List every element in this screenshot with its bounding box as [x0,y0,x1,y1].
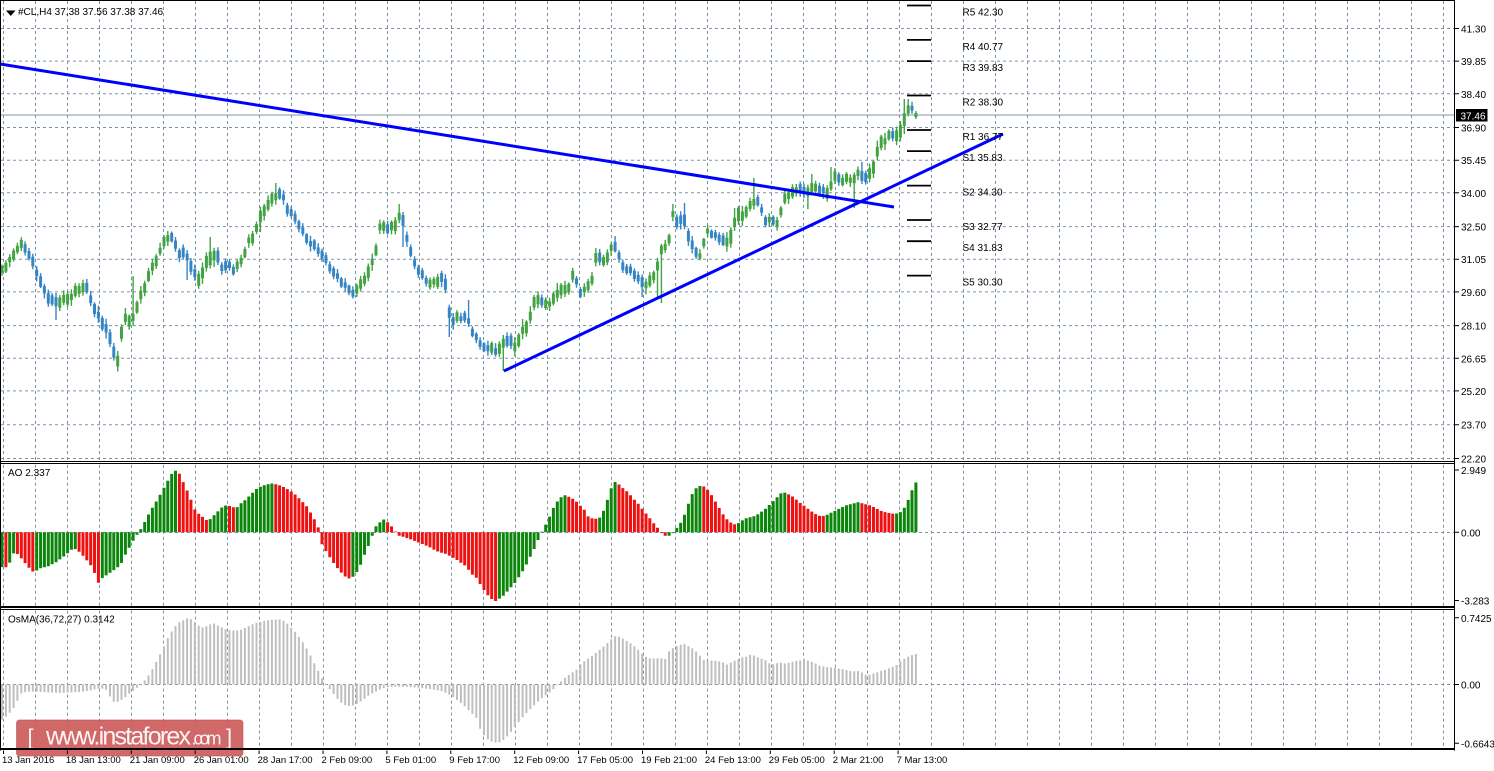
svg-text:S5 30.30: S5 30.30 [963,278,1003,289]
svg-text:-0.6643: -0.6643 [1461,739,1494,750]
svg-text:S2 34.30: S2 34.30 [963,188,1003,199]
svg-text:R3 39.83: R3 39.83 [963,63,1004,74]
svg-text:.com: .com [192,729,222,749]
svg-text:21 Jan 09:00: 21 Jan 09:00 [130,755,185,766]
svg-text:7 Mar 13:00: 7 Mar 13:00 [897,755,948,766]
svg-text:26.65: 26.65 [1461,354,1486,365]
svg-text:23.70: 23.70 [1461,421,1486,432]
svg-text:24 Feb 13:00: 24 Feb 13:00 [705,755,761,766]
svg-text:5 Feb 01:00: 5 Feb 01:00 [385,755,436,766]
svg-text:R4 40.77: R4 40.77 [963,42,1004,53]
svg-text:R5 42.30: R5 42.30 [963,8,1004,19]
svg-text:#CL,H4 37,38 37.56 37.38 37.4: #CL,H4 37,38 37.56 37.38 37.46 [18,7,164,18]
svg-text:36.90: 36.90 [1461,124,1486,135]
svg-text:29.60: 29.60 [1461,288,1486,299]
svg-text:S4 31.83: S4 31.83 [963,243,1003,254]
svg-text:2 Feb 09:00: 2 Feb 09:00 [322,755,373,766]
svg-text:[: [ [28,725,34,750]
svg-text:34.00: 34.00 [1461,189,1486,200]
svg-text:31.05: 31.05 [1461,255,1486,266]
svg-text:www.instaforex: www.instaforex [45,723,192,751]
svg-text:2.949: 2.949 [1461,466,1486,477]
svg-text:0.00: 0.00 [1461,529,1481,540]
svg-text:S1 35.83: S1 35.83 [963,153,1003,164]
svg-text:17 Feb 05:00: 17 Feb 05:00 [577,755,633,766]
svg-text:]: ] [226,725,232,750]
svg-text:OsMA(36,72,27) 0.3142: OsMA(36,72,27) 0.3142 [8,615,115,626]
svg-text:29 Feb 05:00: 29 Feb 05:00 [769,755,825,766]
svg-text:R1 36.77: R1 36.77 [963,132,1004,143]
svg-text:0.00: 0.00 [1461,681,1481,692]
svg-text:19 Feb 21:00: 19 Feb 21:00 [641,755,697,766]
svg-text:12 Feb 09:00: 12 Feb 09:00 [513,755,569,766]
svg-text:35.45: 35.45 [1461,156,1486,167]
svg-text:S3 32.77: S3 32.77 [963,222,1003,233]
svg-text:18 Jan 13:00: 18 Jan 13:00 [66,755,121,766]
svg-text:28 Jan 17:00: 28 Jan 17:00 [258,755,313,766]
svg-text:0.7425: 0.7425 [1461,614,1492,625]
svg-text:39.85: 39.85 [1461,57,1486,68]
svg-text:AO 2.337: AO 2.337 [8,468,51,479]
svg-text:28.10: 28.10 [1461,322,1486,333]
svg-text:-3.283: -3.283 [1461,597,1490,608]
svg-text:25.20: 25.20 [1461,387,1486,398]
svg-text:38.40: 38.40 [1461,90,1486,101]
svg-text:R2 38.30: R2 38.30 [963,98,1004,109]
svg-text:9 Feb 17:00: 9 Feb 17:00 [449,755,500,766]
svg-text:32.50: 32.50 [1461,223,1486,234]
svg-text:13 Jan 2016: 13 Jan 2016 [2,755,54,766]
svg-text:37.46: 37.46 [1461,112,1486,123]
svg-text:22.20: 22.20 [1461,455,1486,466]
svg-text:2 Mar 21:00: 2 Mar 21:00 [833,755,884,766]
svg-text:41.30: 41.30 [1461,25,1486,36]
svg-text:26 Jan 01:00: 26 Jan 01:00 [194,755,249,766]
